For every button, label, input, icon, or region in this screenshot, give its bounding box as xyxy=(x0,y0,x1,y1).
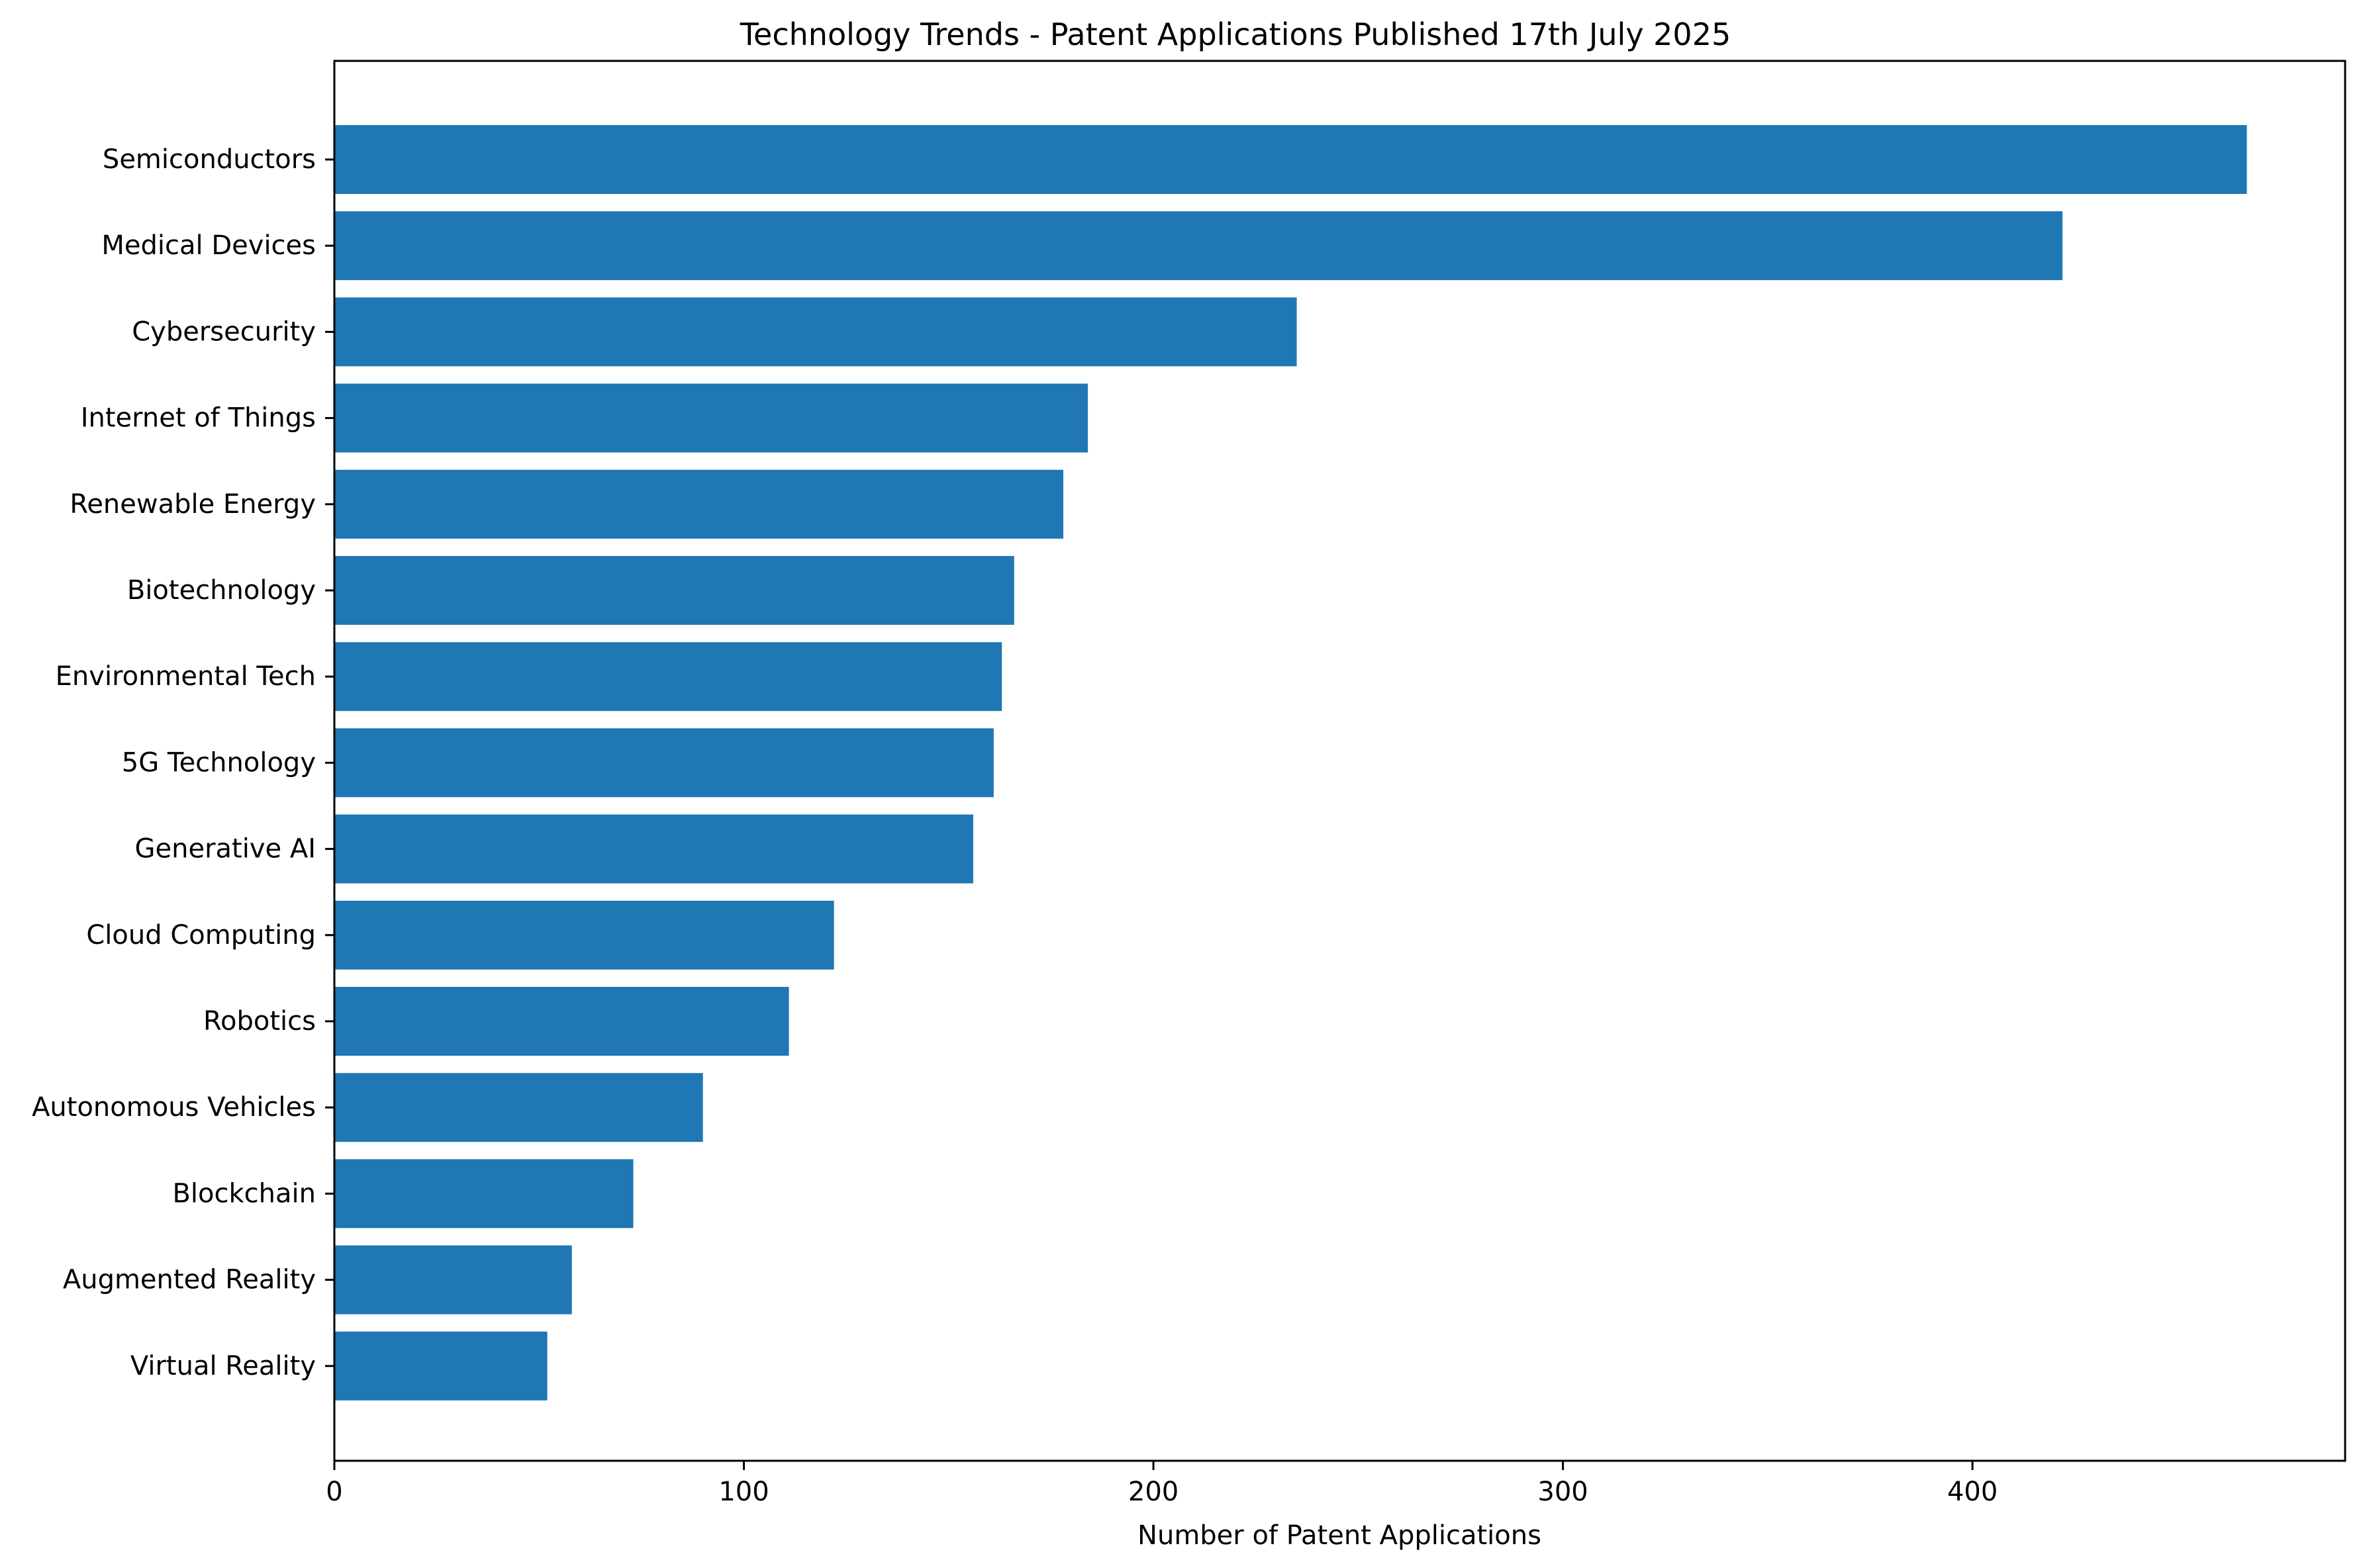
y-tick-label: Environmental Tech xyxy=(56,661,316,692)
bar-augmented-reality xyxy=(334,1246,572,1314)
y-tick-label: Semiconductors xyxy=(103,144,316,175)
y-tick-label: Generative AI xyxy=(135,834,316,864)
x-tick-label: 200 xyxy=(1128,1477,1179,1507)
bar-biotechnology xyxy=(334,556,1014,625)
bars-layer xyxy=(334,125,2247,1401)
y-tick-label: 5G Technology xyxy=(122,747,316,778)
y-tick-label: Biotechnology xyxy=(127,575,316,606)
bar-medical-devices xyxy=(334,211,2062,280)
bar-renewable-energy xyxy=(334,470,1063,539)
y-tick-label: Cloud Computing xyxy=(86,920,316,950)
bar-internet-of-things xyxy=(334,384,1088,453)
y-tick-label: Medical Devices xyxy=(101,230,316,261)
bar-blockchain xyxy=(334,1159,634,1228)
bar-5g-technology xyxy=(334,728,994,797)
bar-environmental-tech xyxy=(334,642,1002,711)
x-axis-ticks: 0 100 200 300 400 xyxy=(326,1461,1998,1507)
y-tick-label: Autonomous Vehicles xyxy=(32,1092,316,1123)
x-tick-label: 400 xyxy=(1947,1477,1998,1507)
y-tick-label: Virtual Reality xyxy=(130,1351,316,1381)
chart-title: Technology Trends - Patent Applications … xyxy=(740,17,1731,52)
x-axis-label: Number of Patent Applications xyxy=(1137,1520,1541,1551)
bar-robotics xyxy=(334,987,789,1056)
y-tick-label: Cybersecurity xyxy=(132,316,316,347)
bar-semiconductors xyxy=(334,125,2247,194)
x-tick-label: 100 xyxy=(718,1477,769,1507)
x-tick-label: 300 xyxy=(1537,1477,1588,1507)
x-tick-label: 0 xyxy=(326,1477,342,1507)
bar-virtual-reality xyxy=(334,1332,548,1401)
bar-generative-ai xyxy=(334,815,973,884)
y-tick-label: Internet of Things xyxy=(81,403,316,434)
bar-autonomous-vehicles xyxy=(334,1073,703,1142)
bar-cloud-computing xyxy=(334,901,834,970)
y-tick-label: Augmented Reality xyxy=(63,1265,316,1295)
y-tick-label: Renewable Energy xyxy=(70,489,316,520)
y-axis-ticks: Semiconductors Medical Devices Cybersecuri… xyxy=(32,144,334,1381)
y-tick-label: Robotics xyxy=(203,1006,316,1037)
bar-cybersecurity xyxy=(334,297,1297,366)
y-tick-label: Blockchain xyxy=(172,1178,316,1209)
